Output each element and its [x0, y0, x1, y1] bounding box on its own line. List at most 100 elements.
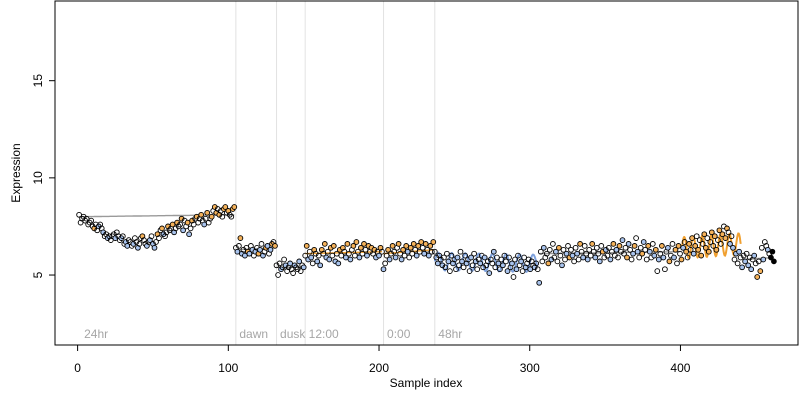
data-point	[702, 244, 709, 251]
data-point	[734, 260, 741, 267]
x-tick-label: 200	[369, 361, 389, 375]
data-point	[344, 241, 351, 247]
data-point	[356, 254, 363, 261]
data-point	[404, 248, 411, 255]
data-point	[655, 256, 662, 263]
data-point	[258, 241, 265, 247]
data-point	[380, 266, 387, 273]
data-point	[177, 221, 183, 228]
data-point	[645, 243, 652, 249]
data-point	[237, 235, 244, 241]
data-point	[639, 250, 646, 257]
data-point	[693, 233, 700, 240]
data-point	[637, 244, 644, 251]
data-point	[625, 241, 632, 247]
data-point	[640, 239, 647, 245]
data-point	[184, 219, 191, 226]
data-point	[666, 258, 673, 265]
data-point	[275, 272, 281, 278]
plot-frame	[54, 0, 799, 346]
data-point	[469, 262, 476, 269]
data-point	[490, 248, 497, 255]
data-point	[624, 254, 630, 261]
data-point	[575, 256, 582, 263]
data-point	[359, 250, 366, 257]
data-point	[704, 235, 711, 241]
data-point	[419, 244, 426, 251]
data-point	[669, 241, 676, 247]
data-point	[642, 246, 649, 253]
data-point	[474, 266, 481, 273]
data-point	[646, 248, 653, 255]
data-point	[410, 241, 417, 247]
data-point	[708, 229, 715, 236]
data-point	[696, 237, 703, 243]
y-tick-label: 5	[31, 271, 45, 278]
data-point	[533, 260, 540, 267]
data-point	[587, 252, 594, 259]
data-point	[690, 250, 697, 257]
data-point	[186, 231, 192, 238]
data-point	[695, 246, 702, 253]
data-point	[180, 227, 186, 234]
data-point	[398, 256, 405, 263]
data-point	[748, 266, 755, 273]
data-point	[534, 266, 541, 273]
data-point	[324, 248, 331, 255]
data-point	[606, 244, 612, 251]
data-point	[228, 213, 235, 220]
data-point	[413, 252, 420, 259]
data-point	[636, 254, 643, 261]
data-point	[607, 256, 614, 263]
data-point	[364, 252, 370, 259]
data-point	[718, 241, 724, 247]
data-point	[743, 250, 750, 257]
data-point	[386, 256, 393, 263]
data-point	[441, 254, 447, 261]
data-point	[677, 250, 683, 257]
data-point	[563, 250, 570, 257]
data-point	[320, 250, 327, 257]
data-point	[739, 264, 745, 271]
data-point	[604, 252, 611, 259]
data-point	[156, 235, 162, 241]
data-point	[302, 252, 309, 259]
data-point	[678, 256, 685, 263]
data-point	[633, 235, 639, 241]
data-point	[577, 241, 583, 247]
data-point	[422, 241, 429, 247]
data-points	[76, 204, 777, 286]
data-point	[355, 248, 361, 255]
data-point	[630, 250, 636, 257]
segment-label: 24hr	[84, 327, 108, 341]
data-point	[346, 250, 352, 257]
data-point	[88, 217, 95, 224]
data-point	[736, 248, 742, 255]
data-point	[562, 256, 568, 263]
data-point	[151, 244, 158, 251]
data-point	[757, 268, 764, 274]
data-point	[187, 225, 194, 232]
data-point	[651, 252, 658, 259]
data-point	[610, 241, 617, 247]
data-point	[119, 233, 126, 240]
data-point	[421, 250, 428, 257]
data-point	[519, 268, 526, 274]
data-point	[634, 248, 641, 255]
data-point	[317, 262, 324, 269]
data-point	[153, 239, 159, 245]
data-point	[425, 252, 432, 259]
data-point	[686, 241, 692, 247]
data-point	[407, 244, 414, 251]
data-point	[326, 256, 333, 263]
data-point	[486, 270, 493, 276]
segment-label: 48hr	[438, 327, 462, 341]
data-point	[445, 258, 452, 265]
data-point	[456, 262, 462, 269]
data-point	[314, 258, 321, 265]
data-point	[557, 252, 564, 259]
data-point	[492, 264, 499, 271]
y-tick-label: 15	[31, 74, 45, 88]
data-point	[698, 252, 705, 259]
